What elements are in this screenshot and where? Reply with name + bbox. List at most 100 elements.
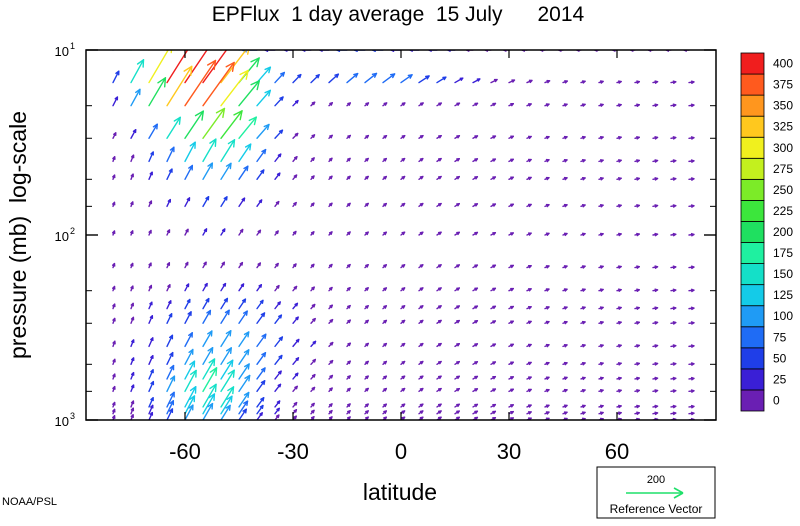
vector-arrow [166,146,175,163]
vector-head [636,232,640,237]
vector-arrow [490,203,497,208]
vector-arrow [166,300,172,310]
vector-head [437,202,442,207]
vector-arrow [472,305,479,310]
vector-shaft [256,148,267,163]
vector-head [239,228,244,233]
vector-head [563,376,568,380]
vector-head [311,101,316,106]
vector-shaft [238,165,249,181]
vector-arrow [454,343,460,348]
vector-head [545,265,550,269]
vector-head [383,264,388,268]
vector-head [437,416,442,420]
vector-arrow [184,332,193,348]
vector-shaft [220,309,230,324]
vector-arrow [130,316,135,324]
vector-arrow [670,344,677,348]
vector-arrow [202,297,210,310]
vector-arrow [472,343,479,348]
vector-arrow [328,341,334,348]
vector-arrow [508,232,514,236]
vector-head [183,65,193,77]
vector-head [672,404,677,409]
vector-arrow [616,389,622,393]
vector-head [690,288,695,293]
vector-arrow [256,199,263,208]
vector-arrow [112,340,116,348]
vector-head [130,262,134,267]
vector-arrow [220,162,232,181]
vector-shaft [184,59,217,107]
vector-head [618,404,622,409]
vector-arrow [202,330,213,348]
vector-head [437,387,442,392]
vector-arrow [418,403,424,408]
vector-arrow [508,79,516,84]
colorbar-label: 75 [773,330,787,344]
vector-head [476,78,481,82]
vector-head [168,334,174,340]
vector-arrow [580,306,586,310]
vector-head [401,360,406,365]
vector-head [599,265,604,269]
vector-head [226,395,233,403]
vector-arrow [688,376,695,381]
vector-shaft [238,50,240,51]
vector-arrow [310,409,315,415]
vector-head [636,376,640,381]
colorbar-swatch [740,263,765,286]
vector-head [383,342,388,347]
vector-head [130,400,135,405]
y-axis-label: pressure (mb) log-scale [5,111,31,359]
vector-shaft [220,330,232,348]
vector-arrow [436,360,442,366]
vector-head [371,72,378,78]
vector-head [672,177,677,181]
vector-head [563,158,568,163]
vector-head [225,330,232,337]
vector-head [545,158,550,163]
vector-arrow [364,360,369,366]
vector-head [419,157,424,162]
vector-arrow [616,288,622,292]
vector-head [618,136,622,140]
vector-shaft [112,50,114,51]
vector-head [419,387,424,392]
vector-arrow [130,59,145,84]
vector-arrow [220,359,234,380]
vector-arrow [256,66,272,84]
vector-head [149,301,153,306]
vector-shaft [184,332,193,348]
vector-head [510,264,514,269]
vector-head [347,202,351,207]
colorbar-label: 375 [773,78,793,92]
vector-arrow [130,384,135,393]
vector-arrow [112,385,116,393]
vector-arrow [652,344,659,348]
vector-head [111,230,116,235]
vector-arrow [598,411,604,415]
vector-head [492,361,497,365]
vector-arrow [580,80,586,84]
vector-arrow [202,402,214,420]
vector-head [510,320,514,324]
vector-arrow [418,319,424,324]
vector-head [311,157,315,162]
vector-arrow [490,231,497,236]
vector-arrow [688,306,695,311]
vector-arrow [364,134,370,139]
vector-arrow [274,284,280,292]
vector-head [672,159,677,163]
vector-head [297,73,302,79]
vector-arrow [472,158,479,163]
vector-head [527,288,532,292]
vector-head [527,264,532,269]
vector-head [419,287,424,291]
vector-shaft [238,349,250,366]
vector-arrow [562,80,568,84]
vector-head [690,265,695,270]
vector-arrow [202,393,216,415]
vector-head [371,50,376,52]
